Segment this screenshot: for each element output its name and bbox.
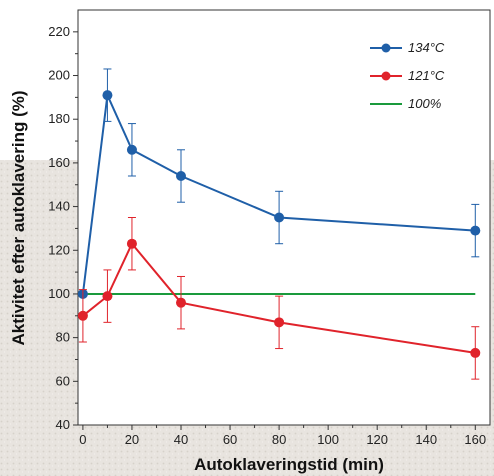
legend-item: 121°C [370, 68, 445, 83]
y-tick-label: 220 [48, 24, 70, 39]
legend-marker [381, 43, 391, 53]
legend-label: 100% [408, 96, 441, 111]
y-tick-label: 200 [48, 68, 70, 83]
data-point [470, 225, 481, 236]
x-tick-label: 40 [174, 432, 188, 447]
x-axis-title: Autoklaveringstid (min) [194, 455, 384, 474]
data-point [176, 297, 186, 308]
y-tick-label: 100 [48, 286, 70, 301]
plot-frame [77, 9, 491, 426]
y-tick-label: 140 [48, 199, 70, 214]
y-tick-label: 160 [48, 155, 70, 170]
series-121c [77, 217, 481, 380]
y-axis-title: Aktivitet efter autoklavering (%) [9, 90, 28, 345]
data-point [274, 317, 285, 328]
data-point [470, 347, 481, 358]
y-tick-label: 80 [56, 330, 70, 345]
legend-label: 121°C [408, 68, 445, 83]
data-point [126, 238, 137, 249]
data-point [77, 310, 88, 321]
series-line [81, 91, 476, 295]
series-line [82, 241, 476, 354]
x-tick-label: 140 [415, 432, 437, 447]
data-point [274, 212, 285, 223]
legend-item: 100% [370, 96, 441, 111]
x-tick-label: 100 [317, 432, 339, 447]
data-point [102, 90, 113, 101]
y-tick-label: 40 [56, 417, 70, 432]
x-tick-label: 0 [79, 432, 86, 447]
x-tick-label: 120 [366, 432, 388, 447]
x-tick-label: 60 [223, 432, 237, 447]
legend-marker [381, 71, 391, 81]
y-tick-label: 120 [48, 242, 70, 257]
x-tick-label: 160 [464, 432, 486, 447]
x-tick-label: 80 [272, 432, 286, 447]
series-134c [77, 68, 481, 299]
legend-label: 134°C [408, 40, 445, 55]
y-tick-label: 180 [48, 111, 70, 126]
legend-item: 134°C [370, 40, 445, 55]
data-point [126, 144, 137, 155]
data-point [102, 291, 113, 302]
x-tick-label: 20 [125, 432, 139, 447]
y-tick-label: 60 [56, 373, 70, 388]
data-point [176, 171, 186, 181]
